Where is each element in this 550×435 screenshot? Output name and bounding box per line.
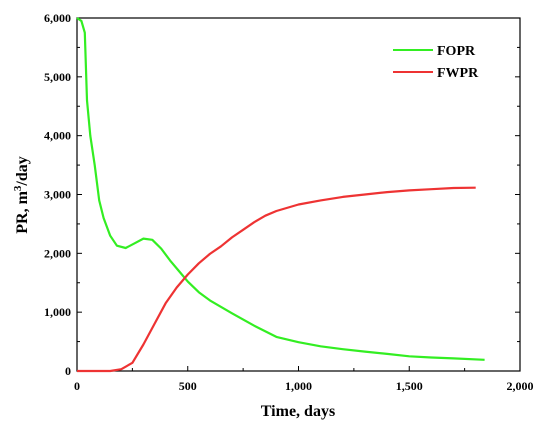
x-tick-label: 0 (74, 379, 80, 393)
x-tick-label: 500 (179, 379, 197, 393)
y-tick-label: 0 (65, 364, 71, 378)
y-tick-label: 2,000 (44, 246, 71, 260)
y-tick-label: 1,000 (44, 305, 71, 319)
y-tick-label: 5,000 (44, 70, 71, 84)
x-tick-label: 1,500 (396, 379, 423, 393)
y-axis-title-superscript: 3 (12, 185, 24, 191)
axis-ticks: 0 500 1,000 1,500 2,000 0 1,000 2,000 3,000 4,000… (44, 11, 534, 393)
y-axis-title-tail: /day (14, 156, 31, 186)
series-lines (76, 17, 485, 373)
x-tick-label: 1,000 (285, 379, 312, 393)
y-tick-label: 4,000 (44, 129, 71, 143)
x-tick-label: 2,000 (507, 379, 534, 393)
y-axis-title: PR, m3/day (12, 156, 31, 234)
y-axis-title-main: PR, m (14, 190, 31, 233)
series-line-fwpr (77, 186, 476, 373)
legend: FOPR FWPR (393, 44, 479, 81)
y-tick-label: 3,000 (44, 188, 71, 202)
x-axis-title: Time, days (261, 403, 335, 420)
series-line-fopr (76, 17, 485, 361)
y-tick-label: 6,000 (44, 11, 71, 25)
legend-label-fopr: FOPR (437, 44, 476, 59)
legend-label-fwpr: FWPR (437, 66, 479, 81)
